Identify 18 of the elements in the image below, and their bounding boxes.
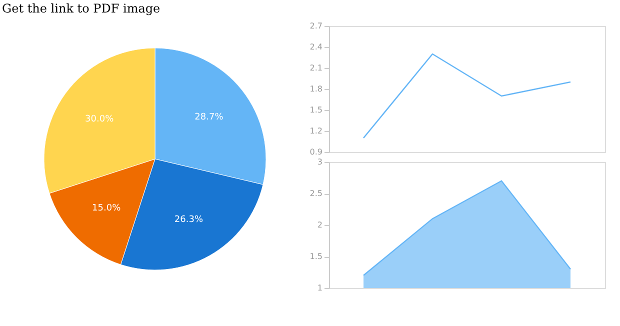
y-tick-label: 2.5 [310, 189, 322, 198]
y-tick-label: 2 [317, 220, 322, 230]
y-tick-label: 1.8 [310, 84, 322, 94]
y-tick-label: 1.5 [310, 252, 322, 261]
data-label: 15.0% [92, 204, 122, 214]
y-tick-label: 2.1 [310, 64, 322, 72]
data-label: 30.0% [85, 114, 114, 125]
line-series [362, 53, 572, 139]
y-tick-label: 1 [317, 284, 322, 292]
y-tick-label: 1.5 [310, 106, 322, 114]
data-label: 26.3% [174, 214, 204, 225]
y-tick-label: 0.9 [310, 148, 322, 156]
y-tick-label: 2.4 [310, 42, 322, 52]
y-tick-label: 1.2 [310, 126, 322, 136]
text: Get the link to PDF image [2, 2, 160, 16]
y-tick-label: 2.7 [310, 22, 322, 30]
data-label: 28.7% [194, 112, 224, 122]
y-tick-label: 3 [317, 158, 322, 166]
